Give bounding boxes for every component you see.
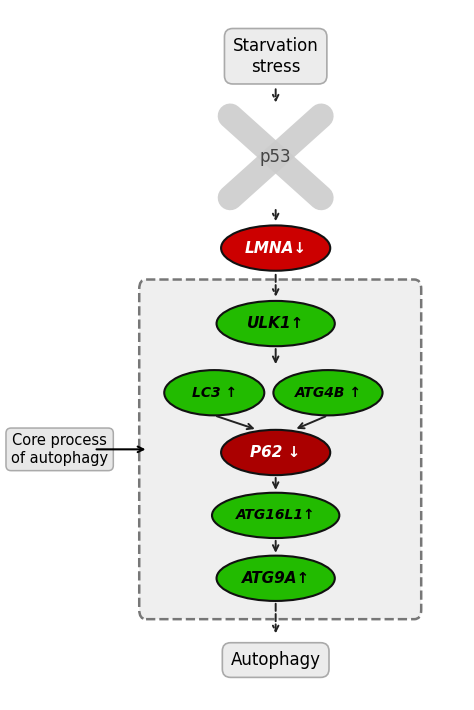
Ellipse shape [273,370,383,415]
Ellipse shape [221,226,330,271]
Text: ULK1↑: ULK1↑ [247,316,304,331]
Ellipse shape [221,430,330,475]
Text: p53: p53 [260,148,292,166]
Text: Autophagy: Autophagy [231,651,321,669]
Ellipse shape [212,493,339,538]
Text: LC3 ↑: LC3 ↑ [191,386,237,400]
Text: LMNA↓: LMNA↓ [245,241,307,256]
Text: Starvation
stress: Starvation stress [233,37,319,76]
Text: Core process
of autophagy: Core process of autophagy [11,433,108,466]
Ellipse shape [217,556,335,601]
Ellipse shape [164,370,264,415]
FancyBboxPatch shape [139,280,421,619]
Text: ATG4B ↑: ATG4B ↑ [294,386,362,400]
Text: ATG16L1↑: ATG16L1↑ [236,508,316,523]
Text: P62 ↓: P62 ↓ [250,445,301,460]
Ellipse shape [217,301,335,346]
Text: ATG9A↑: ATG9A↑ [242,571,310,586]
